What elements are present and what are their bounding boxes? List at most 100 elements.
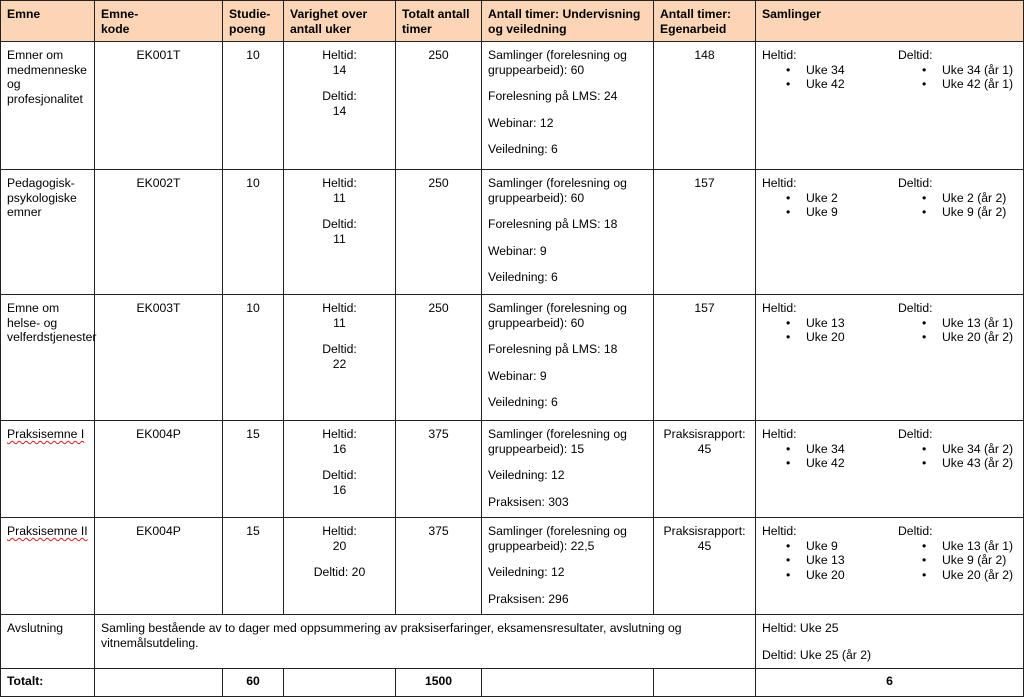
total-row: Totalt: 60 1500 6 bbox=[0, 668, 1024, 697]
deltid-label: Deltid: bbox=[322, 217, 357, 231]
header-poeng: Studie- poeng bbox=[222, 0, 284, 42]
heltid-label: Heltid: bbox=[322, 301, 357, 315]
samlinger-heltid-label: Heltid: bbox=[762, 48, 797, 62]
samlinger-heltid-list: Uke 34 Uke 42 bbox=[762, 63, 886, 92]
cell-kode: EK001T bbox=[94, 41, 223, 170]
list-item: Uke 42 bbox=[762, 456, 886, 471]
total-egenarbeid bbox=[653, 668, 756, 697]
cell-egenarbeid: Praksisrapport: 45 bbox=[653, 517, 756, 615]
header-varighet: Varighet over antall uker bbox=[283, 0, 396, 42]
cell-totalt: 250 bbox=[395, 41, 482, 170]
list-item: Uke 34 (år 1) bbox=[898, 63, 1017, 78]
samlinger-heltid: Heltid: Uke 9 Uke 13 Uke 20 bbox=[756, 518, 892, 586]
cell-kode: EK003T bbox=[94, 294, 223, 421]
samlinger-deltid-list: Uke 2 (år 2) Uke 9 (år 2) bbox=[898, 191, 1017, 220]
deltid-label: Deltid: bbox=[322, 468, 357, 482]
list-item: Uke 13 bbox=[762, 553, 886, 568]
undervisning-line: Veiledning: 6 bbox=[488, 270, 558, 284]
samlinger-heltid: Heltid: Uke 34 Uke 42 bbox=[756, 421, 892, 475]
undervisning-line: Praksisen: 303 bbox=[488, 494, 569, 509]
cell-undervisning: Samlinger (forelesning og gruppearbeid):… bbox=[481, 169, 654, 295]
cell-egenarbeid: 157 bbox=[653, 294, 756, 421]
samlinger-deltid-list: Uke 13 (år 1) Uke 20 (år 2) bbox=[898, 316, 1017, 345]
undervisning-line: Samlinger (forelesning og gruppearbeid):… bbox=[488, 524, 627, 553]
header-kode: Emne- kode bbox=[94, 0, 223, 42]
cell-samlinger: Heltid: Uke 13 Uke 20 Deltid: Uke 13 (år… bbox=[755, 294, 1024, 421]
cell-undervisning: Samlinger (forelesning og gruppearbeid):… bbox=[481, 420, 654, 518]
total-label: Totalt: bbox=[0, 668, 95, 697]
list-item: Uke 42 (år 1) bbox=[898, 77, 1017, 92]
deltid-value: 16 bbox=[332, 482, 347, 497]
avslutning-deltid: Deltid: Uke 25 (år 2) bbox=[762, 647, 872, 662]
undervisning-line: Veiledning: 12 bbox=[488, 468, 565, 482]
header-row: Emne Emne- kode Studie- poeng Varighet o… bbox=[0, 0, 1024, 42]
undervisning-line: Samlinger (forelesning og gruppearbeid):… bbox=[488, 176, 627, 205]
cell-varighet: Heltid: 11 Deltid: 22 bbox=[283, 294, 396, 421]
list-item: Uke 9 (år 2) bbox=[898, 553, 1017, 568]
undervisning-line: Webinar: 9 bbox=[488, 243, 547, 258]
cell-emne: Praksisemne I bbox=[0, 420, 95, 518]
cell-kode: EK002T bbox=[94, 169, 223, 295]
deltid-value: 22 bbox=[332, 356, 347, 371]
samlinger-heltid-list: Uke 13 Uke 20 bbox=[762, 316, 886, 345]
cell-undervisning: Samlinger (forelesning og gruppearbeid):… bbox=[481, 41, 654, 170]
list-item: Uke 2 bbox=[762, 191, 886, 206]
undervisning-line: Samlinger (forelesning og gruppearbeid):… bbox=[488, 427, 627, 456]
spellcheck-text: Praksisemne II bbox=[7, 524, 88, 538]
table-row: Pedagogisk-psykologiske emner EK002T 10 … bbox=[0, 169, 1024, 295]
cell-undervisning: Samlinger (forelesning og gruppearbeid):… bbox=[481, 517, 654, 615]
cell-poeng: 15 bbox=[222, 517, 284, 615]
samlinger-heltid-list: Uke 34 Uke 42 bbox=[762, 442, 886, 471]
list-item: Uke 20 (år 2) bbox=[898, 568, 1017, 583]
cell-egenarbeid: 157 bbox=[653, 169, 756, 295]
cell-varighet: Heltid: 20 Deltid: 20 bbox=[283, 517, 396, 615]
cell-samlinger: Heltid: Uke 2 Uke 9 Deltid: Uke 2 (år 2)… bbox=[755, 169, 1024, 295]
cell-poeng: 15 bbox=[222, 420, 284, 518]
list-item: Uke 34 bbox=[762, 442, 886, 457]
cell-samlinger: Heltid: Uke 34 Uke 42 Deltid: Uke 34 (år… bbox=[755, 41, 1024, 170]
avslutning-row: Avslutning Samling bestående av to dager… bbox=[0, 614, 1024, 669]
undervisning-line: Praksisen: 296 bbox=[488, 591, 569, 606]
samlinger-deltid-label: Deltid: bbox=[898, 524, 933, 538]
samlinger-deltid-list: Uke 34 (år 2) Uke 43 (år 2) bbox=[898, 442, 1017, 471]
heltid-value: 11 bbox=[333, 190, 346, 205]
samlinger-heltid: Heltid: Uke 2 Uke 9 bbox=[756, 170, 892, 224]
deltid-value: 14 bbox=[332, 103, 347, 118]
samlinger-deltid-label: Deltid: bbox=[898, 48, 933, 62]
avslutning-samlinger: Heltid: Uke 25 Deltid: Uke 25 (år 2) bbox=[755, 614, 1024, 669]
list-item: Uke 9 bbox=[762, 539, 886, 554]
deltid-label: Deltid: bbox=[322, 342, 357, 356]
heltid-label: Heltid: bbox=[322, 427, 357, 441]
samlinger-heltid-list: Uke 9 Uke 13 Uke 20 bbox=[762, 539, 886, 583]
undervisning-line: Webinar: 9 bbox=[488, 368, 547, 383]
total-kode bbox=[94, 668, 223, 697]
list-item: Uke 20 (år 2) bbox=[898, 330, 1017, 345]
cell-emne: Pedagogisk-psykologiske emner bbox=[0, 169, 95, 295]
undervisning-line: Webinar: 12 bbox=[488, 115, 554, 130]
list-item: Uke 9 bbox=[762, 205, 886, 220]
samlinger-deltid-list: Uke 34 (år 1) Uke 42 (år 1) bbox=[898, 63, 1017, 92]
header-samlinger: Samlinger bbox=[755, 0, 1024, 42]
undervisning-line: Forelesning på LMS: 24 bbox=[488, 89, 618, 103]
avslutning-heltid: Heltid: Uke 25 bbox=[762, 621, 839, 635]
heltid-label: Heltid: bbox=[322, 176, 357, 190]
table-row: Praksisemne I EK004P 15 Heltid: 16 Delti… bbox=[0, 420, 1024, 518]
cell-poeng: 10 bbox=[222, 169, 284, 295]
cell-varighet: Heltid: 14 Deltid: 14 bbox=[283, 41, 396, 170]
heltid-value: 16 bbox=[332, 441, 347, 456]
cell-kode: EK004P bbox=[94, 517, 223, 615]
samlinger-heltid-label: Heltid: bbox=[762, 301, 797, 315]
samlinger-heltid: Heltid: Uke 13 Uke 20 bbox=[756, 295, 892, 349]
list-item: Uke 43 (år 2) bbox=[898, 456, 1017, 471]
cell-emne: Avslutning bbox=[0, 614, 95, 669]
list-item: Uke 13 bbox=[762, 316, 886, 331]
cell-emne: Praksisemne II bbox=[0, 517, 95, 615]
samlinger-heltid-label: Heltid: bbox=[762, 176, 797, 190]
cell-totalt: 250 bbox=[395, 169, 482, 295]
undervisning-line: Forelesning på LMS: 18 bbox=[488, 342, 618, 356]
table-row: Emne om helse- og velferdstjenester EK00… bbox=[0, 294, 1024, 421]
undervisning-line: Veiledning: 6 bbox=[488, 395, 558, 409]
undervisning-line: Forelesning på LMS: 18 bbox=[488, 217, 618, 231]
list-item: Uke 9 (år 2) bbox=[898, 205, 1017, 220]
